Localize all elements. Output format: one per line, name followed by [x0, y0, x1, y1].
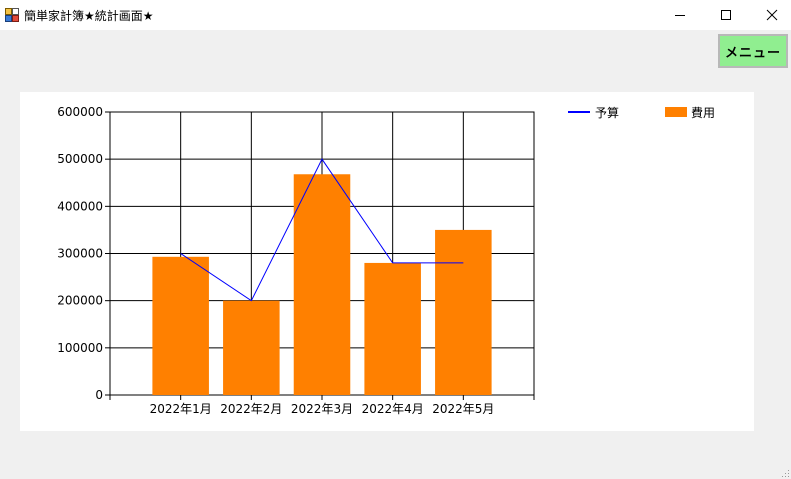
maximize-button[interactable] — [703, 0, 749, 30]
y-tick-label: 300000 — [57, 247, 103, 261]
legend-label-budget: 予算 — [595, 105, 619, 120]
y-tick-label: 500000 — [57, 152, 103, 166]
y-tick-label: 400000 — [57, 199, 103, 213]
y-tick-label: 200000 — [57, 294, 103, 308]
y-tick-label: 600000 — [57, 105, 103, 119]
menu-button[interactable]: メニュー — [718, 34, 788, 68]
app-icon — [5, 8, 19, 22]
close-button[interactable] — [749, 0, 791, 30]
y-tick-label: 0 — [95, 388, 103, 402]
x-tick-label: 2022年2月 — [220, 402, 282, 416]
bar-3 — [293, 174, 351, 395]
window-title: 簡単家計簿★統計画面★ — [24, 9, 154, 23]
minimize-button[interactable] — [657, 0, 703, 30]
close-icon — [766, 9, 778, 21]
y-tick-label: 100000 — [57, 341, 103, 355]
minimize-icon — [675, 15, 685, 16]
legend-label-expense: 費用 — [691, 105, 715, 120]
x-tick-label: 2022年3月 — [291, 402, 353, 416]
x-tick-label: 2022年4月 — [362, 402, 424, 416]
bar-2 — [223, 300, 280, 395]
legend-bar-swatch — [665, 107, 687, 117]
statistics-chart: 0 100000 200000 300000 400000 500000 600000 202… — [57, 105, 715, 416]
budget-line — [180, 158, 464, 302]
bar-5 — [435, 229, 492, 395]
bar-1 — [152, 256, 209, 395]
title-bar: 簡単家計簿★統計画面★ — [0, 0, 791, 30]
maximize-icon — [721, 10, 731, 20]
bar-4 — [364, 262, 421, 395]
x-tick-label: 2022年5月 — [432, 402, 494, 416]
x-tick-label: 2022年1月 — [150, 402, 212, 416]
resize-grip-icon[interactable] — [780, 468, 790, 478]
chart-panel: 0 100000 200000 300000 400000 500000 600000 202… — [20, 92, 754, 431]
